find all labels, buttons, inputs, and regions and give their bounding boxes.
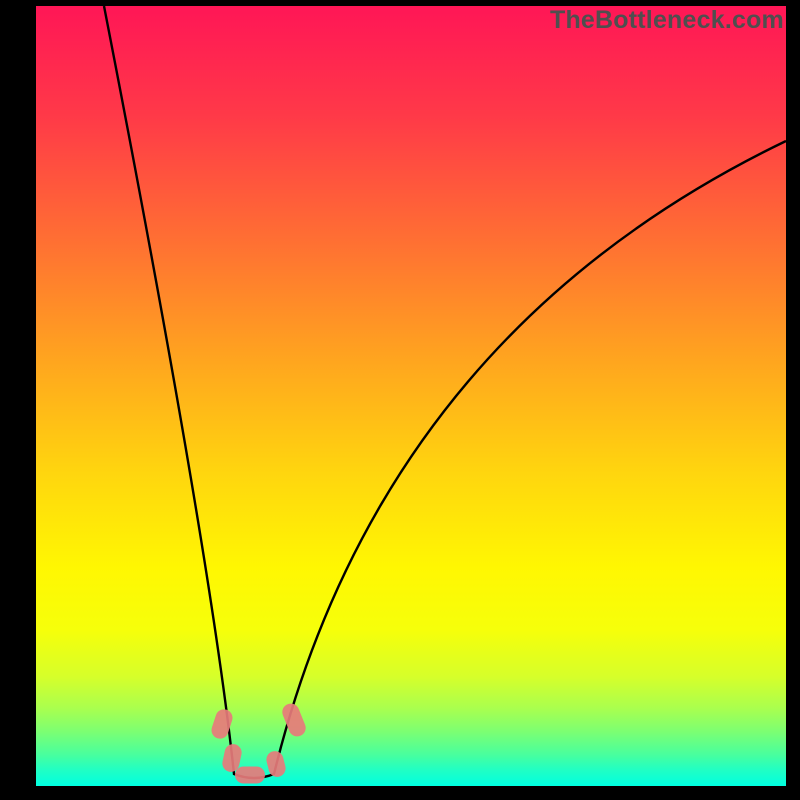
watermark-text: TheBottleneck.com <box>550 6 784 35</box>
plot-area <box>36 6 786 786</box>
bottleneck-curve <box>36 6 786 786</box>
curve-marker-2 <box>235 767 265 784</box>
curve-path <box>104 6 786 778</box>
